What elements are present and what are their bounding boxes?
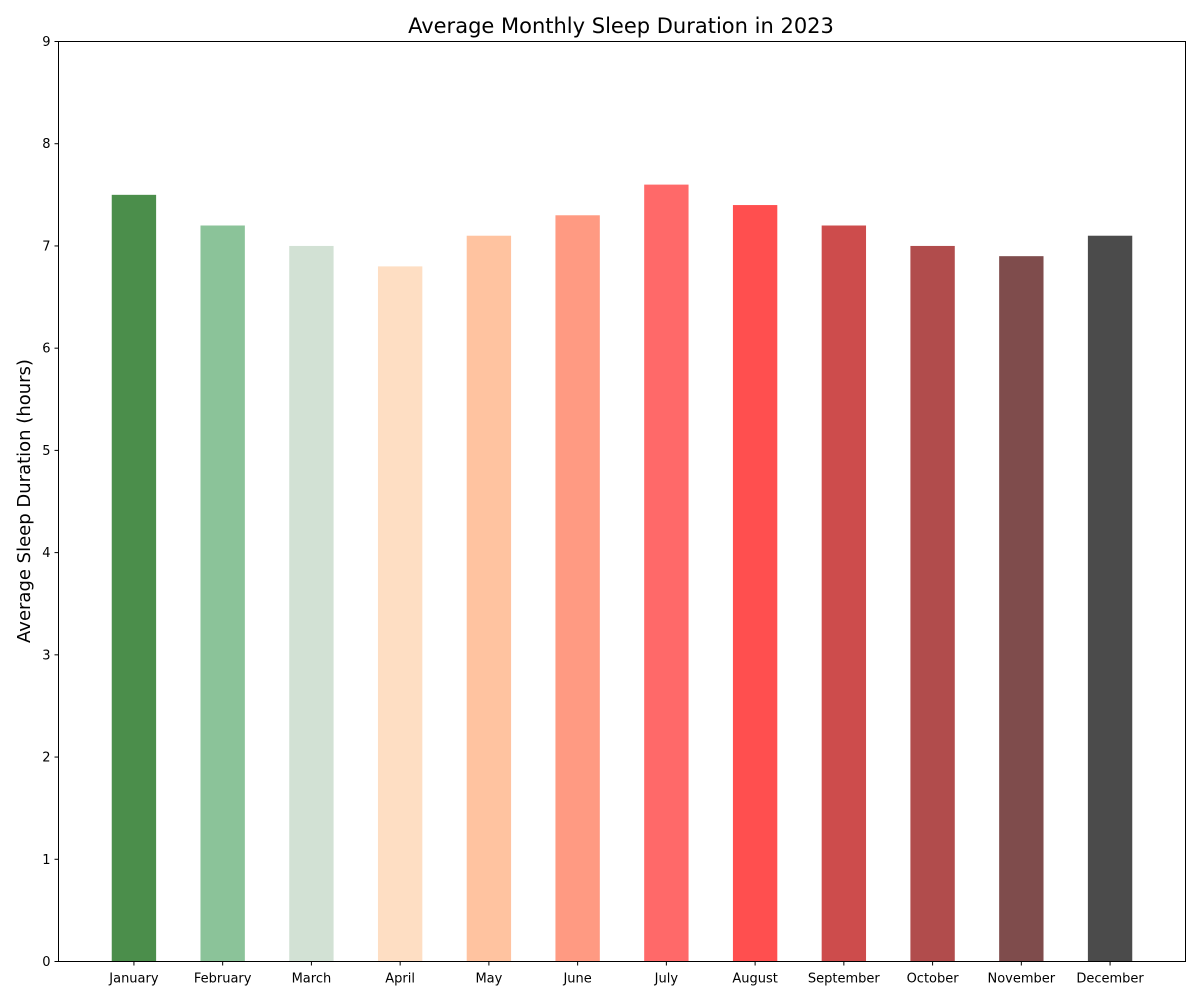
y-tick-label: 0	[42, 955, 50, 970]
y-tick-label: 3	[42, 648, 50, 663]
bar-november	[999, 256, 1044, 962]
y-tick-label: 6	[42, 342, 50, 357]
bar-february	[200, 225, 245, 962]
bars-group	[111, 184, 1133, 962]
bar-july	[644, 184, 689, 962]
bar-april	[377, 266, 423, 962]
y-axis-ticks: 0 1 2 3 4 5 6 7 8 9	[42, 35, 59, 970]
x-tick-label: February	[194, 972, 252, 987]
plot-frame	[58, 41, 1186, 962]
bar-january	[111, 194, 157, 962]
x-tick-label: March	[292, 972, 332, 987]
y-tick-label: 4	[42, 546, 50, 561]
x-tick-label: July	[654, 972, 679, 987]
bar-march	[289, 245, 334, 962]
y-tick-label: 5	[42, 444, 50, 459]
x-tick-label: October	[907, 972, 960, 987]
x-tick-label: June	[562, 972, 591, 987]
chart-title: Average Monthly Sleep Duration in 2023	[408, 14, 834, 38]
x-axis-ticks: January February March April May June July Augu…	[108, 961, 1144, 987]
bar-september	[821, 225, 867, 962]
x-tick-label: August	[732, 972, 778, 987]
x-tick-label: January	[108, 972, 159, 987]
y-tick-label: 2	[42, 751, 50, 766]
y-tick-label: 9	[42, 35, 50, 50]
x-tick-label: November	[988, 972, 1056, 987]
bar-may	[466, 235, 512, 962]
y-axis-label: Average Sleep Duration (hours)	[14, 359, 35, 643]
bar-october	[910, 245, 955, 962]
x-tick-label: December	[1076, 972, 1144, 987]
y-tick-label: 8	[42, 137, 50, 152]
bar-december	[1087, 235, 1133, 962]
bar-june	[555, 215, 600, 962]
y-tick-label: 7	[42, 239, 50, 254]
x-tick-label: September	[808, 972, 881, 987]
y-tick-label: 1	[42, 853, 50, 868]
bar-august	[732, 205, 778, 962]
x-tick-label: May	[475, 972, 502, 987]
x-tick-label: April	[385, 972, 415, 987]
